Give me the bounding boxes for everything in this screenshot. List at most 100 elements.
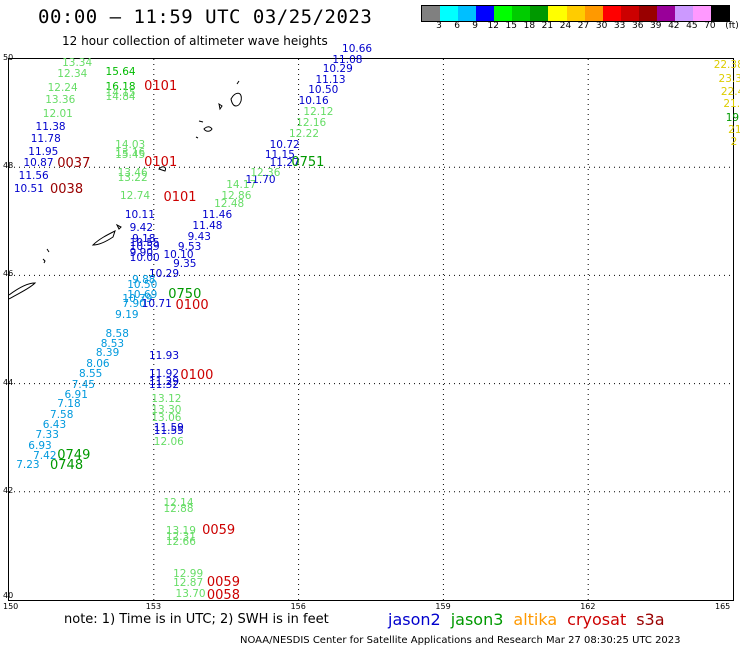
pass-time-label: 0749: [57, 448, 91, 463]
colorbar-label: 33: [613, 21, 626, 31]
wave-height-value: 7.58: [50, 409, 74, 422]
wave-height-value: 15.45: [115, 149, 146, 162]
wave-height-value: 11.59: [153, 421, 184, 434]
island-1: [236, 80, 240, 85]
pass-time-label: 0101: [163, 189, 197, 205]
wave-height-value: 12.06: [153, 436, 184, 449]
legend-jason3: jason3: [450, 610, 504, 629]
island-8: [91, 230, 116, 246]
colorbar-label: 30: [595, 21, 608, 31]
pass-time-label: 0038: [50, 181, 84, 197]
satellite-legend: jason2 jason3 altika cryosat s3a: [388, 610, 675, 629]
wave-height-value: 21: [728, 123, 740, 136]
latitude-label: 42: [3, 485, 14, 495]
wave-height-value: 11.32: [148, 379, 180, 392]
wave-height-value: 9.42: [129, 222, 154, 235]
pass-time-label: 0058: [206, 587, 240, 603]
wave-height-value: 2: [730, 135, 738, 148]
latitude-label: 48: [3, 161, 14, 171]
colorbar-label: 45: [686, 21, 698, 31]
wave-height-value: 10.50: [127, 279, 158, 292]
colorbar-labels: 3 6 9 12 15 18 21 24 27 30 33 36 39 42 45 70 (ft): [421, 21, 739, 33]
map-title: 00:00 — 11:59 UTC 03/25/2023: [38, 6, 373, 28]
colorbar-swatch: [476, 6, 495, 21]
wave-height-value: 11.70: [245, 173, 276, 186]
pass-time-label: 0750: [168, 287, 202, 303]
wave-height-value: 12.14: [163, 497, 194, 510]
altimeter-map: 13.34 12.34 15.64 12.24 16.18 14.15 14.84 13.36…: [3, 44, 740, 611]
wave-height-colorbar: [421, 5, 730, 22]
wave-height-value: 19.: [725, 111, 740, 124]
wave-height-value: 7.23: [16, 459, 40, 472]
wave-height-value: 6.93: [28, 439, 52, 452]
legend-jason2: jason2: [388, 610, 441, 629]
island-7: [158, 166, 166, 172]
wave-height-value: 13.22: [117, 172, 148, 185]
pass-time-label: 0101: [144, 154, 178, 170]
wave-height-value: 10.11: [124, 208, 155, 221]
map-grid-and-coastline: [9, 59, 733, 600]
wave-height-value: 12.01: [42, 107, 73, 120]
pass-time-label: 0037: [57, 156, 91, 172]
wave-height-value: 13.34: [62, 57, 93, 70]
colorbar-swatch: [458, 6, 477, 21]
wave-height-value: 11.92: [148, 368, 180, 381]
wave-height-value: 10.29: [148, 268, 180, 281]
island-12: [9, 282, 37, 300]
wave-height-value: 7.42: [33, 449, 57, 462]
wave-height-value: 22.42: [720, 85, 740, 98]
wave-height-value: 12.16: [296, 116, 327, 129]
footer-credit: NOAA/NESDIS Center for Satellite Applica…: [240, 635, 681, 646]
wave-height-value: 8.55: [78, 368, 103, 381]
wave-height-value: 11.08: [332, 53, 363, 66]
longitude-label: 156: [290, 602, 306, 611]
colorbar-label: 15: [505, 21, 518, 31]
wave-height-value: 10.69: [127, 288, 158, 301]
colorbar-swatch: [602, 6, 621, 21]
wave-height-value: 12.48: [214, 198, 245, 211]
latitude-label: 46: [3, 269, 14, 279]
wave-height-value: 11.15: [264, 149, 295, 162]
pass-time-label: 0100: [175, 298, 209, 314]
pass-time-label: 0748: [50, 457, 84, 473]
wave-height-value: 11.29: [148, 375, 180, 388]
colorbar-label: 39: [650, 21, 662, 31]
island-3: [218, 102, 223, 111]
wave-height-value: 11.95: [28, 145, 59, 158]
colorbar-label: 18: [523, 21, 536, 31]
wave-height-value: 12.86: [221, 189, 252, 202]
wave-height-value: 13.70: [175, 587, 206, 600]
pass-time-label: 0101: [144, 79, 178, 95]
wave-height-value: 11.55: [153, 425, 184, 438]
wave-height-value: 13.36: [45, 94, 76, 107]
colorbar-label: 3: [436, 21, 442, 31]
wave-height-value: 10.79: [122, 292, 153, 305]
wave-height-value: 11.56: [18, 169, 49, 182]
colorbar-label: 42: [668, 21, 680, 31]
wave-height-value: 10.29: [322, 62, 353, 75]
wave-height-value: 10.51: [13, 182, 44, 195]
colorbar-label: 21: [541, 21, 554, 31]
wave-height-value: 12.74: [120, 189, 151, 202]
wave-height-value: 22.38: [713, 59, 740, 72]
wave-height-value: 13.19: [165, 525, 196, 538]
wave-height-value: 7.90: [122, 298, 146, 311]
wave-height-value: 14.03: [115, 138, 146, 151]
longitude-label: 165: [715, 602, 731, 611]
wave-height-value: 8.06: [86, 357, 110, 370]
wave-height-value: 9.53: [177, 241, 202, 254]
longitude-label: 159: [435, 602, 451, 611]
colorbar-swatch: [656, 6, 675, 21]
wave-height-value: 10.87: [23, 157, 54, 170]
colorbar-swatch: [692, 6, 711, 21]
wave-height-value: 12.88: [163, 502, 194, 515]
graticule: [9, 59, 733, 600]
wave-height-value: 10.10: [163, 249, 194, 262]
wave-height-value: 14.15: [105, 87, 136, 100]
wave-height-value: 11.13: [315, 73, 346, 86]
wave-height-value: 9.43: [187, 230, 211, 243]
colorbar-label: (ft): [725, 21, 739, 31]
colorbar-swatch: [566, 6, 585, 21]
wave-height-value: 21.4: [723, 97, 740, 110]
colorbar-swatch: [440, 6, 459, 21]
